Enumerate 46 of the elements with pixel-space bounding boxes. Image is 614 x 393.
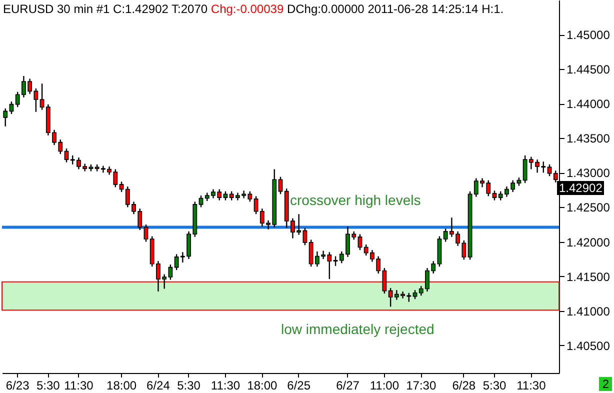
candlestick [302,227,308,246]
annotation: Chg:-0.00039 [210,2,285,16]
x-tick-label: 18:00 [247,378,278,392]
y-tick-label: 1.43000 [566,166,610,180]
x-tick-label: 5:30 [177,378,201,392]
candlestick [119,181,124,193]
x-tick-label: 6/25 [287,378,311,392]
candlestick [144,224,148,242]
candlestick [333,256,338,267]
candlestick [254,196,258,215]
x-tick-label: 6/23 [6,378,30,392]
y-tick-label: 1.42500 [566,200,610,215]
x-tick-label: 18:00 [106,378,137,392]
y-tick-label: 1.41000 [566,304,610,318]
y-tick-label: 1.40500 [566,338,610,353]
x-tick-label: 11:30 [210,378,240,392]
x-tick-label: 11:30 [516,378,546,392]
y-tick-label: 1.45000 [566,28,610,42]
candlestick [278,176,283,195]
annotation: crossover high levels [290,192,421,208]
x-tick-label: 11:30 [64,378,94,392]
x-tick-label: 6/24 [146,378,170,392]
x-tick-label: 17:30 [406,378,436,392]
x-tick-label: 5:30 [482,378,506,392]
candlestick [358,234,362,251]
candlestick [40,82,44,110]
annotation: EURUSD 30 min #1 C:1.42902 T:2070 [3,2,209,16]
annotation: 1.42902 [557,181,604,195]
annotation: low immediately rejected [281,321,434,337]
y-tick-label: 1.41500 [566,270,610,284]
candlestick [492,190,497,201]
candlestick [64,148,69,163]
candlestick [198,194,204,208]
x-tick-label: 5:30 [36,378,60,392]
candlestick [9,100,14,115]
candlestick [547,164,552,177]
annotation: DChg:0.00000 2011-06-28 14:25:14 H:1. [286,2,504,16]
candlestick [3,108,8,128]
x-tick-label: 6/28 [452,378,476,392]
y-tick-label: 1.44500 [566,62,610,77]
x-tick-label: 11:00 [370,378,400,392]
y-tick-label: 1.44000 [566,97,610,112]
y-tick-label: 1.43500 [566,132,610,146]
text: 2 [599,377,612,391]
x-tick-label: 6/27 [336,378,360,392]
y-tick-label: 1.42000 [566,235,610,250]
